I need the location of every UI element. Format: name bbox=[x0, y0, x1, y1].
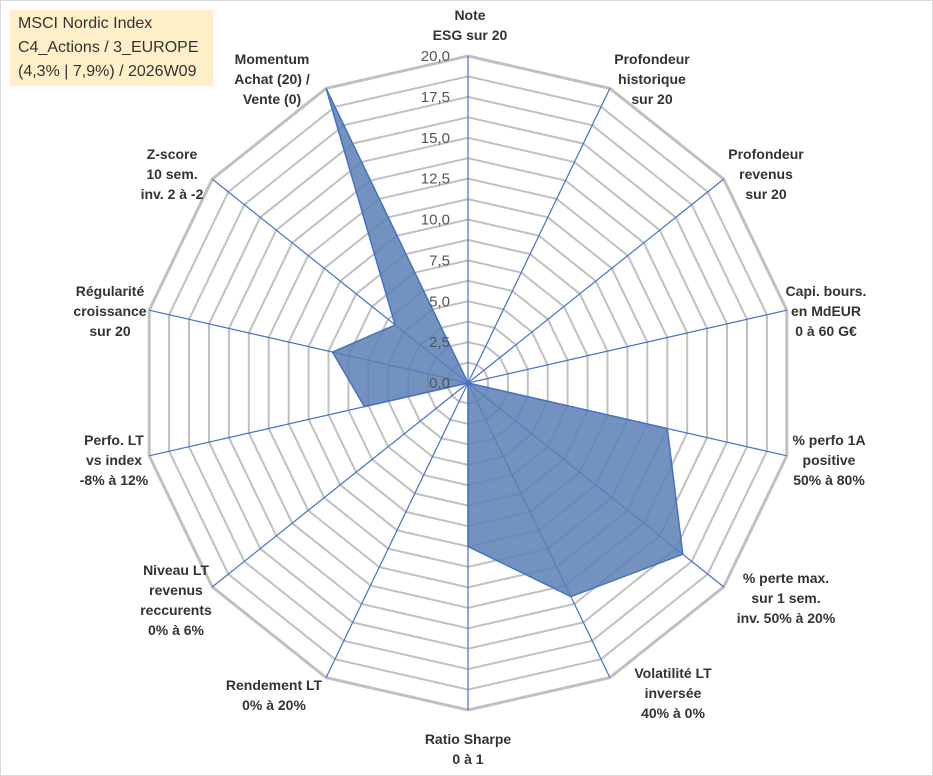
axis-label: Profondeur revenus sur 20 bbox=[728, 146, 804, 202]
axis-label: Régularité croissance sur 20 bbox=[73, 283, 146, 339]
axis-label: Ratio Sharpe 0 à 1 bbox=[425, 731, 512, 767]
tick-label: 5,0 bbox=[429, 293, 450, 310]
radar-axis-labels: Note ESG sur 20 Profondeur historique sur 20… bbox=[73, 7, 866, 767]
axis-label: Z-score 10 sem. inv. 2 à -2 bbox=[141, 146, 204, 202]
axis-spoke bbox=[467, 309, 787, 384]
axis-label: Volatilité LT inversée 40% à 0% bbox=[634, 665, 712, 721]
radar-tick-labels: 0,0 2,5 5,0 7,5 10,0 12,5 15,0 17,5 20,0 bbox=[421, 48, 450, 392]
axis-spoke bbox=[467, 88, 611, 384]
axis-spoke bbox=[325, 382, 469, 678]
axis-label: Capi. bours. en MdEUR 0 à 60 G€ bbox=[786, 283, 867, 339]
chart-title-box: MSCI Nordic Index C4_Actions / 3_EUROPE … bbox=[10, 10, 213, 86]
axis-spoke bbox=[467, 178, 725, 384]
title-line-3: (4,3% | 7,9%) / 2026W09 bbox=[18, 63, 197, 80]
tick-label: 7,5 bbox=[429, 252, 450, 269]
axis-spoke bbox=[211, 382, 469, 588]
radar-series bbox=[325, 88, 684, 598]
tick-label: 2,5 bbox=[429, 334, 450, 351]
tick-label: 17,5 bbox=[421, 89, 450, 106]
title-line-2: C4_Actions / 3_EUROPE bbox=[18, 39, 199, 56]
title-line-1: MSCI Nordic Index bbox=[18, 15, 153, 32]
axis-label: Niveau LT revenus reccurents 0% à 6% bbox=[140, 562, 212, 638]
tick-label: 20,0 bbox=[421, 48, 450, 65]
tick-label: 15,0 bbox=[421, 130, 450, 147]
tick-label: 12,5 bbox=[421, 171, 450, 188]
axis-label: Perfo. LT vs index -8% à 12% bbox=[80, 432, 149, 488]
axis-label: % perfo 1A positive 50% à 80% bbox=[792, 432, 865, 488]
axis-label: Rendement LT 0% à 20% bbox=[226, 677, 323, 713]
tick-label: 0,0 bbox=[429, 375, 450, 392]
axis-label: % perte max. sur 1 sem. inv. 50% à 20% bbox=[737, 570, 836, 626]
axis-label: Momentum Achat (20) / Vente (0) bbox=[234, 51, 310, 107]
series-area bbox=[325, 88, 684, 598]
axis-label: Profondeur historique sur 20 bbox=[614, 51, 690, 107]
axis-label: Note ESG sur 20 bbox=[433, 7, 508, 43]
tick-label: 10,0 bbox=[421, 212, 450, 229]
